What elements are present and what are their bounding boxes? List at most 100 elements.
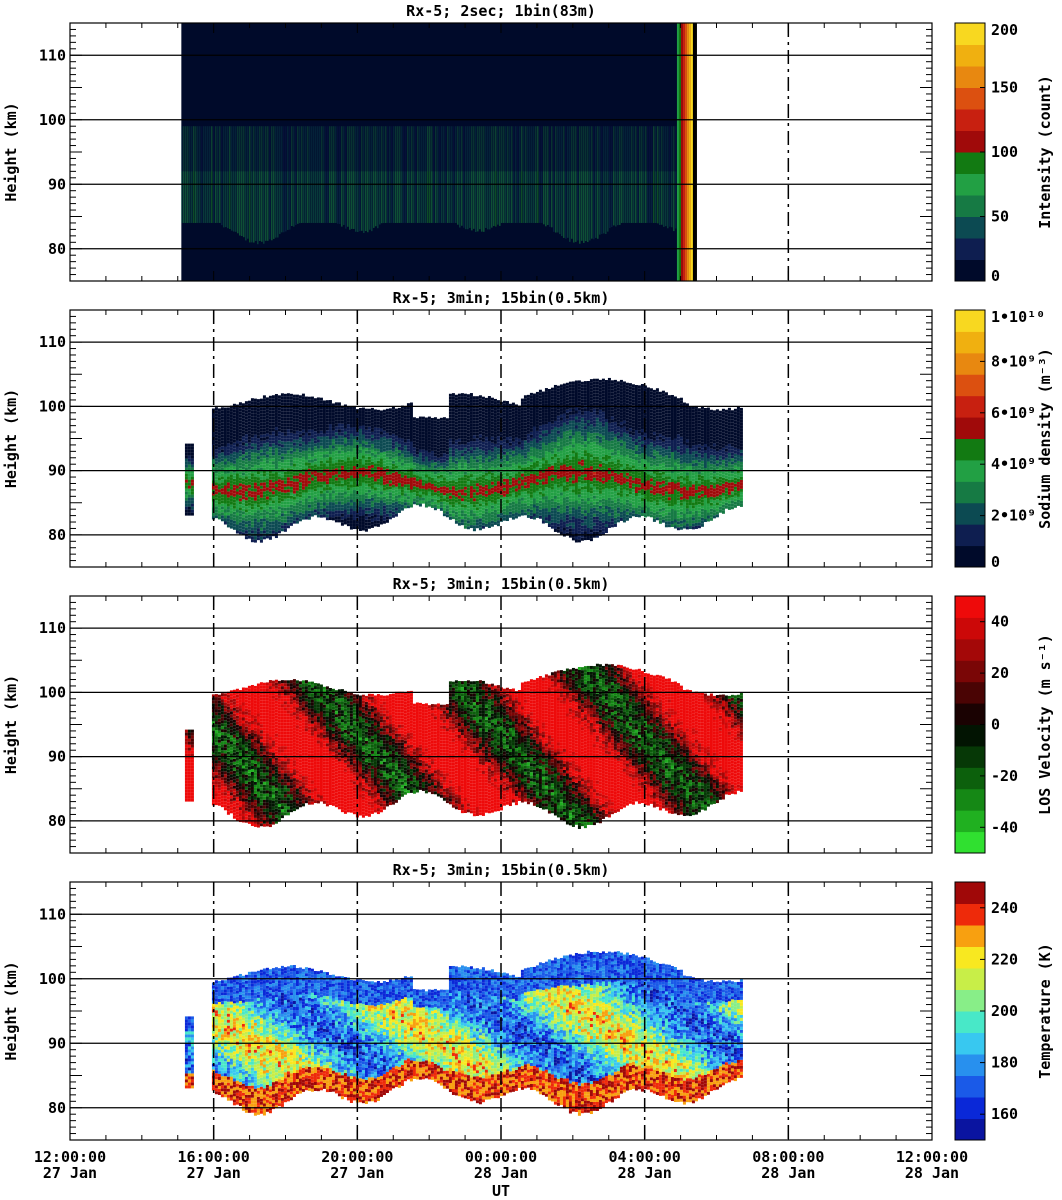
heatmap-cell [376,457,380,461]
heatmap-cell [184,494,188,498]
heatmap-cell [283,429,287,433]
heatmap-cell [484,478,488,482]
heatmap-cell [313,422,317,426]
heatmap-cell [517,474,521,478]
heatmap-cell [448,462,452,466]
heatmap-cell [289,507,293,511]
heatmap-cell [364,507,368,511]
heatmap-cell [400,423,404,427]
heatmap-cell [187,500,191,504]
heatmap-cell [292,463,296,467]
heatmap-cell [349,430,353,434]
heatmap-cell [496,445,500,449]
heatmap-cell [361,470,365,474]
heatmap-cell [478,518,482,522]
heatmap-cell [523,479,527,483]
heatmap-cell [223,470,227,474]
heatmap-cell [277,491,281,495]
heatmap-cell [244,434,248,438]
heatmap-cell [355,433,359,437]
heatmap-cell [340,462,344,466]
heatmap-cell [253,503,257,507]
heatmap-cell [511,408,515,412]
heatmap-cell [436,493,440,497]
heatmap-cell [473,171,475,229]
heatmap-cell [376,484,380,488]
heatmap-cell [511,432,515,436]
heatmap-cell [250,509,254,513]
heatmap-cell [295,496,299,500]
heatmap-cell [403,499,407,503]
heatmap-cell [460,462,464,466]
heatmap-cell [373,517,377,521]
heatmap-cell [427,434,431,438]
heatmap-cell [268,521,272,525]
heatmap-cell [502,472,506,476]
heatmap-cell [316,508,320,512]
heatmap-cell [271,527,275,531]
heatmap-cell [352,436,356,440]
heatmap-cell [241,493,245,497]
heatmap-cell [496,457,500,461]
heatmap-cell [484,469,488,473]
heatmap-cell [304,429,308,433]
heatmap-cell [469,468,473,472]
heatmap-cell [343,461,347,465]
heatmap-cell [361,455,365,459]
heatmap-cell [232,430,236,434]
heatmap-cell [573,171,575,243]
heatmap-cell [281,126,283,233]
heatmap-cell [286,507,290,511]
heatmap-cell [449,126,451,223]
heatmap-cell [633,126,635,223]
heatmap-cell [400,426,404,430]
heatmap-cell [277,398,281,402]
heatmap-cell [457,429,461,433]
heatmap-cell [241,409,245,413]
heatmap-cell [490,421,494,425]
heatmap-cell [265,511,269,515]
heatmap-cell [298,512,302,516]
heatmap-cell [301,402,305,406]
heatmap-cell [514,488,518,492]
heatmap-cell [561,171,563,237]
heatmap-cell [460,477,464,481]
heatmap-cell [277,464,281,468]
heatmap-cell [397,422,401,426]
heatmap-cell [514,425,518,429]
heatmap-cell [184,476,188,480]
heatmap-cell [493,401,497,405]
heatmap-cell [297,171,299,224]
heatmap-cell [505,452,509,456]
heatmap-cell [379,413,383,417]
heatmap-cell [514,407,518,411]
heatmap-cell [472,504,476,508]
heatmap-cell [436,481,440,485]
heatmap-cell [289,453,293,457]
heatmap-cell [247,433,251,437]
heatmap-cell [400,480,404,484]
heatmap-cell [418,455,422,459]
heatmap-cell [520,476,524,480]
heatmap-cell [355,415,359,419]
heatmap-cell [472,441,476,445]
heatmap-cell [460,504,464,508]
heatmap-cell [379,485,383,489]
heatmap-cell [313,401,317,405]
heatmap-cell [505,428,509,432]
heatmap-cell [415,457,419,461]
heatmap-cell [319,451,323,455]
heatmap-cell [250,458,254,462]
heatmap-cell [214,509,218,513]
heatmap-cell [493,473,497,477]
heatmap-cell [415,466,419,470]
heatmap-cell [341,126,343,227]
heatmap-cell [493,171,495,226]
heatmap-cell [367,519,371,523]
heatmap-cell [349,484,353,488]
heatmap-cell [310,423,314,427]
heatmap-cell [469,126,471,228]
heatmap-cell [263,171,265,244]
heatmap-cell [286,489,290,493]
heatmap-cell [364,414,368,418]
